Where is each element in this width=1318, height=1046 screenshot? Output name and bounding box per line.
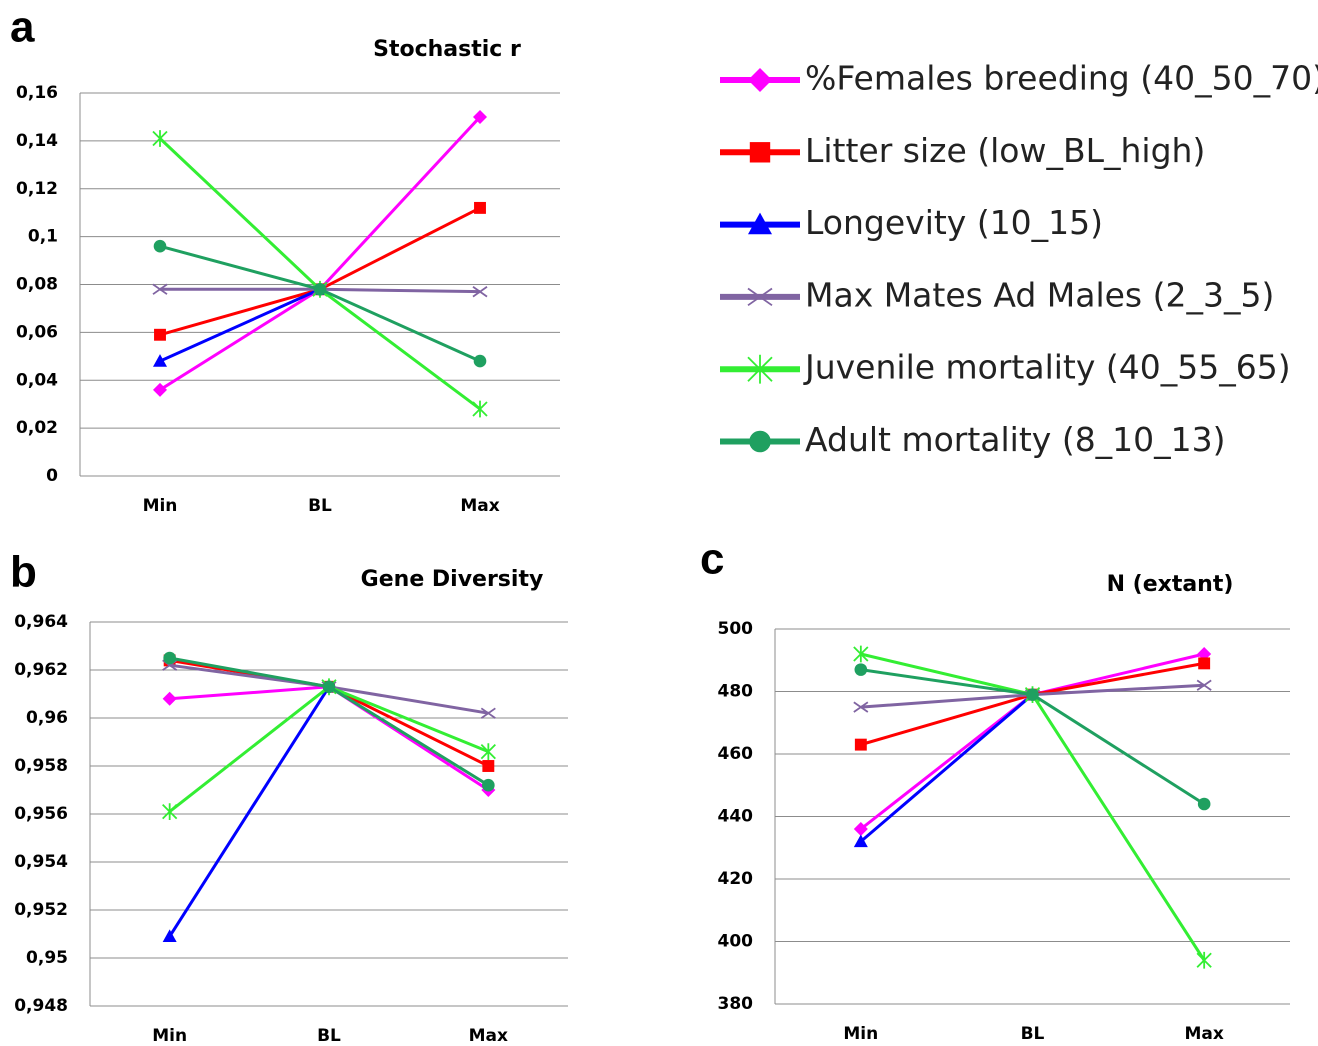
x-tick-label: Max <box>1184 1024 1223 1044</box>
x-tick-label: Min <box>152 1026 187 1046</box>
y-tick-label: 420 <box>718 869 754 889</box>
x-tick-label: BL <box>1021 1024 1045 1044</box>
chart-title: Gene Diversity <box>361 567 544 592</box>
series-line <box>169 658 490 768</box>
data-point <box>322 680 336 694</box>
x-tick-label: Max <box>460 496 499 516</box>
data-point <box>152 283 168 295</box>
data-point <box>473 354 487 368</box>
data-point <box>473 109 487 124</box>
panel-label: a <box>10 3 35 52</box>
series-line <box>159 206 481 337</box>
legend-label: Juvenile mortality (40_55_65) <box>803 348 1291 387</box>
y-tick-label: 0,958 <box>14 756 68 776</box>
data-point <box>482 778 495 792</box>
y-tick-label: 0,952 <box>14 900 68 920</box>
chart-title: N (extant) <box>1107 572 1234 597</box>
y-tick-label: 0,948 <box>14 996 68 1016</box>
data-point <box>1026 688 1039 701</box>
data-point <box>1196 679 1212 691</box>
data-point <box>854 738 867 751</box>
legend-marker <box>749 142 771 163</box>
data-point <box>853 834 868 848</box>
data-point <box>480 743 496 760</box>
data-point <box>153 354 167 367</box>
data-point <box>853 701 869 713</box>
data-point <box>153 239 167 253</box>
x-tick-label: Max <box>469 1026 508 1046</box>
data-point <box>1197 797 1211 811</box>
x-tick-label: BL <box>308 496 332 516</box>
series-line <box>159 115 482 392</box>
series-line <box>168 685 331 938</box>
y-tick-label: 500 <box>718 619 754 639</box>
legend-label: %Females breeding (40_50_70) <box>805 59 1318 98</box>
x-tick-label: Min <box>143 496 178 516</box>
y-tick-label: 460 <box>718 744 754 764</box>
data-point <box>480 707 496 719</box>
data-point <box>854 663 868 676</box>
data-point <box>853 645 869 663</box>
y-tick-label: 0,1 <box>28 227 58 247</box>
y-tick-label: 400 <box>718 932 754 952</box>
y-tick-label: 380 <box>718 994 754 1014</box>
data-point <box>154 328 166 341</box>
legend-marker <box>748 68 772 92</box>
data-point <box>162 803 178 820</box>
data-point <box>313 282 327 296</box>
legend-marker <box>747 354 773 384</box>
x-tick-label: Min <box>843 1024 878 1044</box>
legend-marker <box>747 287 773 307</box>
legend-marker <box>749 430 771 453</box>
y-tick-label: 0,12 <box>16 179 58 199</box>
series-line <box>859 652 1205 831</box>
data-point <box>1198 657 1211 670</box>
legend-label: Adult mortality (8_10_13) <box>805 420 1226 459</box>
panel-label: b <box>10 548 37 597</box>
data-point <box>1196 951 1212 969</box>
data-point <box>472 286 488 298</box>
y-tick-label: 0,04 <box>16 370 58 390</box>
y-tick-label: 0,962 <box>14 660 68 680</box>
data-point <box>153 382 167 397</box>
series-line <box>159 287 321 363</box>
y-tick-label: 0,08 <box>16 275 58 295</box>
y-tick-label: 0,954 <box>14 852 68 872</box>
y-tick-label: 0,96 <box>26 708 68 728</box>
legend-label: Max Mates Ad Males (2_3_5) <box>805 275 1274 314</box>
y-tick-label: 0,02 <box>16 418 58 438</box>
y-tick-label: 480 <box>718 682 754 702</box>
y-tick-label: 440 <box>718 807 754 827</box>
y-tick-label: 0,06 <box>16 322 58 342</box>
legend-marker <box>748 212 772 235</box>
y-tick-label: 0 <box>46 466 58 486</box>
chart-title: Stochastic r <box>373 37 521 62</box>
panel-label: c <box>700 535 724 584</box>
legend-label: Longevity (10_15) <box>805 203 1103 242</box>
data-point <box>474 201 486 214</box>
legend-label: Litter size (low_BL_high) <box>805 131 1205 170</box>
series-line <box>859 693 1034 843</box>
y-tick-label: 0,956 <box>14 804 68 824</box>
y-tick-label: 0,964 <box>14 612 68 632</box>
data-point <box>482 760 495 772</box>
data-point <box>152 130 168 147</box>
data-point <box>162 929 177 942</box>
data-point <box>853 822 868 836</box>
data-point <box>162 691 177 706</box>
x-tick-label: BL <box>317 1026 341 1046</box>
series-line <box>158 137 481 411</box>
data-point <box>472 400 488 418</box>
data-point <box>163 651 176 665</box>
series-line <box>159 244 481 363</box>
y-tick-label: 0,16 <box>16 83 58 103</box>
y-tick-label: 0,14 <box>16 131 58 151</box>
y-tick-label: 0,95 <box>26 948 68 968</box>
